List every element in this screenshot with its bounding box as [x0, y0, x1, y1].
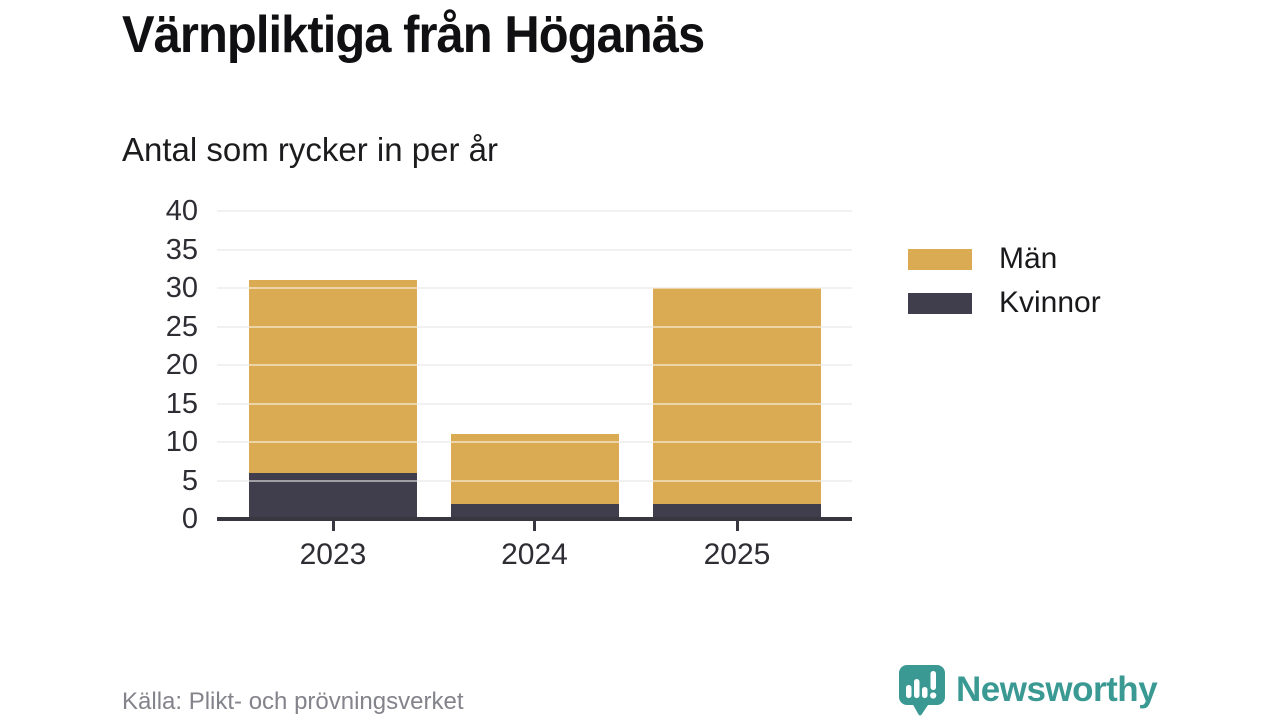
legend-swatch: [908, 248, 972, 270]
bar-segment-män-2024: [450, 434, 619, 504]
newsworthy-speech-bubble-icon: [899, 665, 945, 716]
gridline-overlay: [217, 210, 852, 212]
gridline-overlay: [217, 248, 852, 251]
x-axis-tick-label: 2023: [299, 538, 367, 571]
gridline-overlay: [217, 325, 852, 328]
y-axis-tick-label: 0: [181, 503, 198, 535]
y-axis-tick-label: 35: [165, 233, 198, 266]
brand-logo: Newsworthy: [897, 663, 1158, 717]
gridline-overlay: [217, 441, 852, 443]
y-axis-tick-label: 20: [165, 349, 198, 381]
legend-item-women: Kvinnor: [908, 287, 1101, 319]
y-axis-tick-label: 40: [165, 195, 198, 227]
brand-name: Newsworthy: [956, 670, 1158, 709]
x-axis-tick: [533, 521, 536, 531]
x-axis-tick-label: 2025: [703, 538, 771, 571]
x-axis-tick: [331, 521, 335, 531]
bar-segment-män-2023: [249, 280, 417, 473]
legend-label: Män: [999, 242, 1058, 275]
legend-label: Kvinnor: [999, 286, 1101, 319]
bar-segment-män-2025: [653, 288, 821, 504]
gridline-overlay: [217, 287, 852, 289]
y-axis-tick-label: 30: [165, 272, 198, 304]
y-axis-tick-label: 15: [165, 387, 198, 420]
source-note: Källa: Plikt- och prövningsverket: [122, 688, 464, 715]
legend-item-men: Män: [908, 243, 1101, 275]
x-axis-tick-label: 2024: [501, 538, 568, 571]
gridline-overlay: [217, 402, 852, 405]
x-axis-tick: [735, 521, 739, 531]
y-axis-tick-label: 5: [181, 464, 198, 497]
plot-area: 0 5 10 15 20 25 30 35 40 2023 2024 2025: [166, 196, 852, 571]
gridline-overlay: [217, 479, 852, 482]
chart-subtitle: Antal som rycker in per år: [122, 131, 498, 168]
bar-segment-kvinnor-2024: [450, 503, 619, 519]
x-axis-line: [217, 517, 852, 521]
chart-legend: Män Kvinnor: [908, 243, 1101, 331]
y-axis-tick-label: 10: [165, 426, 198, 458]
chart-title: Värnpliktiga från Höganäs: [122, 6, 705, 64]
y-axis-tick-label: 25: [165, 310, 198, 343]
bar-segment-kvinnor-2025: [653, 503, 821, 519]
legend-swatch: [908, 292, 972, 314]
gridline-overlay: [217, 364, 852, 366]
